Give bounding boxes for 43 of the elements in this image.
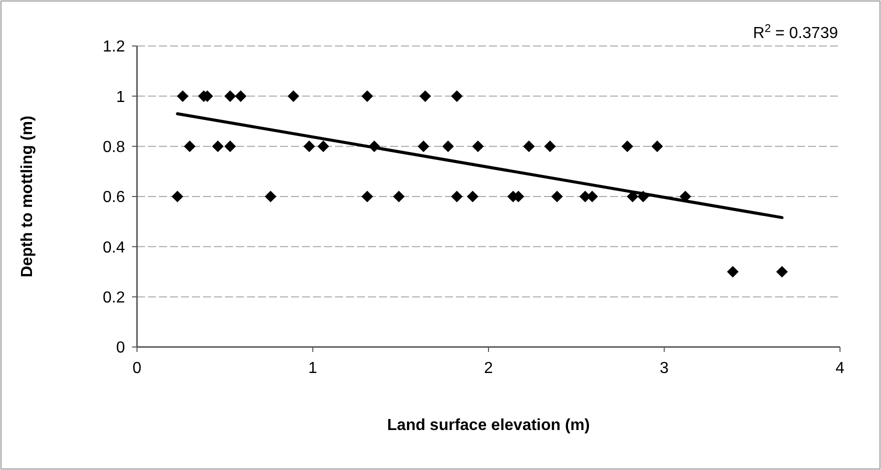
point [451,90,463,102]
point [419,90,432,102]
point [551,190,563,202]
point [451,190,463,202]
point [776,266,788,278]
y-tick-label: 0 [116,340,126,357]
point [393,190,405,202]
point [264,190,276,202]
y-tick-label: 1.2 [102,38,126,56]
point [234,90,246,102]
x-tick-label: 1 [308,360,318,377]
point [442,140,454,152]
point [176,90,189,102]
point [622,140,634,152]
x-tick-label: 0 [132,360,142,377]
point [303,140,316,152]
y-tick-label: 0.6 [102,189,126,206]
x-axis-title: Land surface elevation (m) [387,417,590,434]
point [184,140,196,152]
text: R$^{2}$ = 0.3739 [753,23,838,42]
point [172,190,184,202]
point [544,140,556,152]
x-tick-label: 4 [836,360,845,377]
y-tick-label: 0.2 [102,289,126,306]
y-axis-title: Depth to mottling (m) [19,116,36,278]
point [361,190,374,202]
point [472,140,484,152]
point [651,140,664,152]
point [224,90,236,102]
y-tick-label: 1 [116,88,126,106]
x-tick-label: 2 [484,360,494,377]
point [317,140,330,152]
point [361,90,374,102]
x-tick-label: 3 [660,360,669,377]
y-tick-label: 0.8 [102,138,126,156]
point [288,90,300,102]
point [224,140,236,152]
point [726,266,739,278]
point [523,140,535,152]
point [418,140,430,152]
y-tick-label: 0.4 [102,239,126,256]
point [212,140,224,152]
point [466,190,478,202]
